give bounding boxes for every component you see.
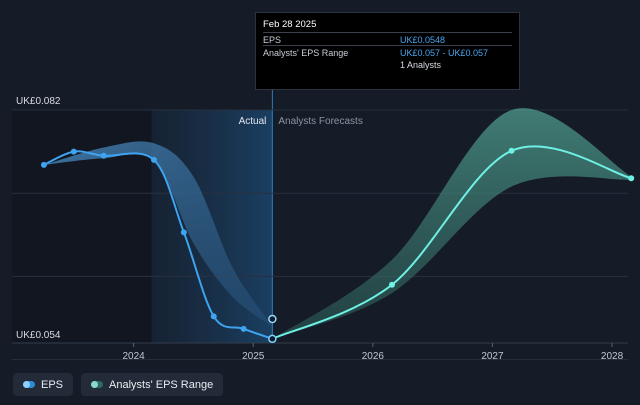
eps-point bbox=[180, 229, 187, 236]
x-tick-label: 2028 bbox=[601, 351, 624, 362]
legend-range-toggle[interactable]: Analysts' EPS Range bbox=[81, 373, 224, 396]
y-axis-bottom-label: UK£0.054 bbox=[16, 330, 61, 341]
tooltip-date: Feb 28 2025 bbox=[263, 19, 317, 30]
legend-range-label: Analysts' EPS Range bbox=[109, 378, 214, 391]
tooltip-row-eps: EPS UK£0.0548 bbox=[263, 32, 512, 46]
legend-eps-toggle[interactable]: EPS bbox=[13, 373, 74, 396]
forecast-line bbox=[271, 145, 632, 340]
tooltip-row-range: Analysts' EPS Range UK£0.057 - UK£0.057 bbox=[263, 45, 512, 59]
tooltip-row-analysts: 1 Analysts bbox=[263, 58, 512, 71]
actual-label: Actual bbox=[239, 116, 267, 127]
eps-point bbox=[150, 156, 157, 163]
range-swatch-icon bbox=[91, 381, 104, 388]
y-axis-top-label: UK£0.082 bbox=[16, 96, 61, 107]
eps-point bbox=[268, 334, 277, 344]
forecast-range-band bbox=[272, 108, 632, 339]
eps-point bbox=[210, 313, 217, 320]
eps-point bbox=[40, 161, 47, 168]
hover-tooltip: Feb 28 2025 EPS UK£0.0548 Analysts' EPS … bbox=[255, 12, 520, 90]
legend-eps-label: EPS bbox=[41, 378, 64, 391]
tooltip-value: 1 Analysts bbox=[400, 60, 442, 70]
tooltip-key: EPS bbox=[263, 35, 282, 45]
x-tick-label: 2025 bbox=[242, 351, 265, 362]
tooltip-value: UK£0.057 - UK£0.057 bbox=[400, 48, 489, 58]
forecast-point bbox=[508, 147, 515, 154]
series-points bbox=[40, 147, 635, 344]
x-tick-label: 2026 bbox=[362, 351, 385, 362]
range-bands bbox=[43, 108, 632, 339]
eps-line bbox=[43, 150, 273, 340]
eps-point bbox=[240, 325, 247, 332]
tooltip-value: UK£0.0548 bbox=[400, 35, 446, 45]
tooltip-key: Analysts' EPS Range bbox=[263, 48, 349, 58]
past-range-band bbox=[43, 141, 273, 327]
eps-swatch-icon bbox=[23, 381, 35, 388]
x-tick-label: 2024 bbox=[122, 351, 145, 362]
forecast-point bbox=[628, 175, 635, 182]
eps-highlight-point bbox=[268, 314, 277, 324]
eps-point bbox=[100, 152, 107, 159]
grid-lines bbox=[12, 109, 628, 361]
x-tick-label: 2027 bbox=[481, 351, 504, 362]
chart-legend: EPS Analysts' EPS Range bbox=[13, 373, 224, 396]
eps-point bbox=[70, 148, 77, 155]
axis-labels: UK£0.082 UK£0.054 Actual Analysts Forecasts… bbox=[16, 96, 624, 362]
forecast-point bbox=[388, 281, 395, 288]
series-lines bbox=[43, 145, 632, 340]
forecast-label: Analysts Forecasts bbox=[278, 116, 362, 127]
